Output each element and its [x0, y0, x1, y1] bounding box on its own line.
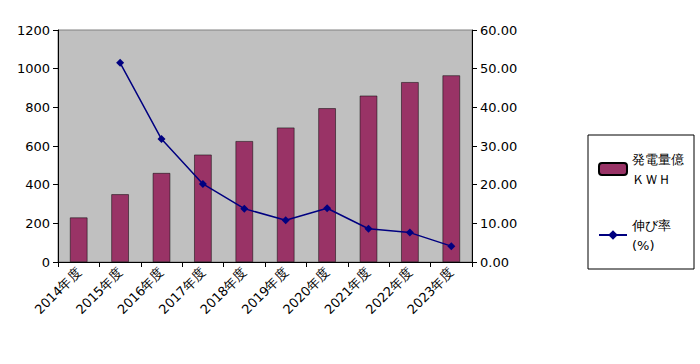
svg-text:60.00: 60.00: [480, 23, 517, 38]
svg-text:2019年度: 2019年度: [238, 264, 291, 318]
svg-text:0.00: 0.00: [480, 255, 509, 270]
svg-text:(%): (%): [632, 238, 655, 253]
svg-text:2023年度: 2023年度: [404, 265, 456, 317]
svg-text:800: 800: [25, 100, 50, 115]
svg-text:400: 400: [25, 177, 50, 192]
svg-text:2020年度: 2020年度: [280, 264, 333, 318]
svg-text:40.00: 40.00: [480, 100, 517, 115]
svg-text:発電量億: 発電量億: [632, 152, 684, 167]
svg-text:30.00: 30.00: [480, 139, 517, 154]
svg-text:600: 600: [25, 139, 50, 154]
svg-text:ＫＷＨ: ＫＷＨ: [632, 172, 671, 187]
svg-text:0: 0: [42, 255, 50, 270]
svg-text:2016年度: 2016年度: [114, 264, 167, 318]
svg-text:50.00: 50.00: [480, 61, 517, 76]
svg-text:2022年度: 2022年度: [362, 264, 416, 318]
svg-text:20.00: 20.00: [480, 177, 517, 192]
svg-text:伸び率: 伸び率: [631, 218, 671, 233]
svg-text:200: 200: [25, 216, 50, 231]
svg-text:1200: 1200: [17, 23, 50, 38]
svg-text:1000: 1000: [17, 61, 50, 76]
svg-text:2021年度: 2021年度: [321, 264, 374, 318]
svg-text:10.00: 10.00: [480, 216, 517, 231]
svg-text:2018年度: 2018年度: [197, 264, 250, 318]
svg-text:2014年度: 2014年度: [31, 264, 84, 318]
svg-text:2015年度: 2015年度: [73, 264, 126, 318]
svg-text:2017年度: 2017年度: [155, 264, 209, 318]
